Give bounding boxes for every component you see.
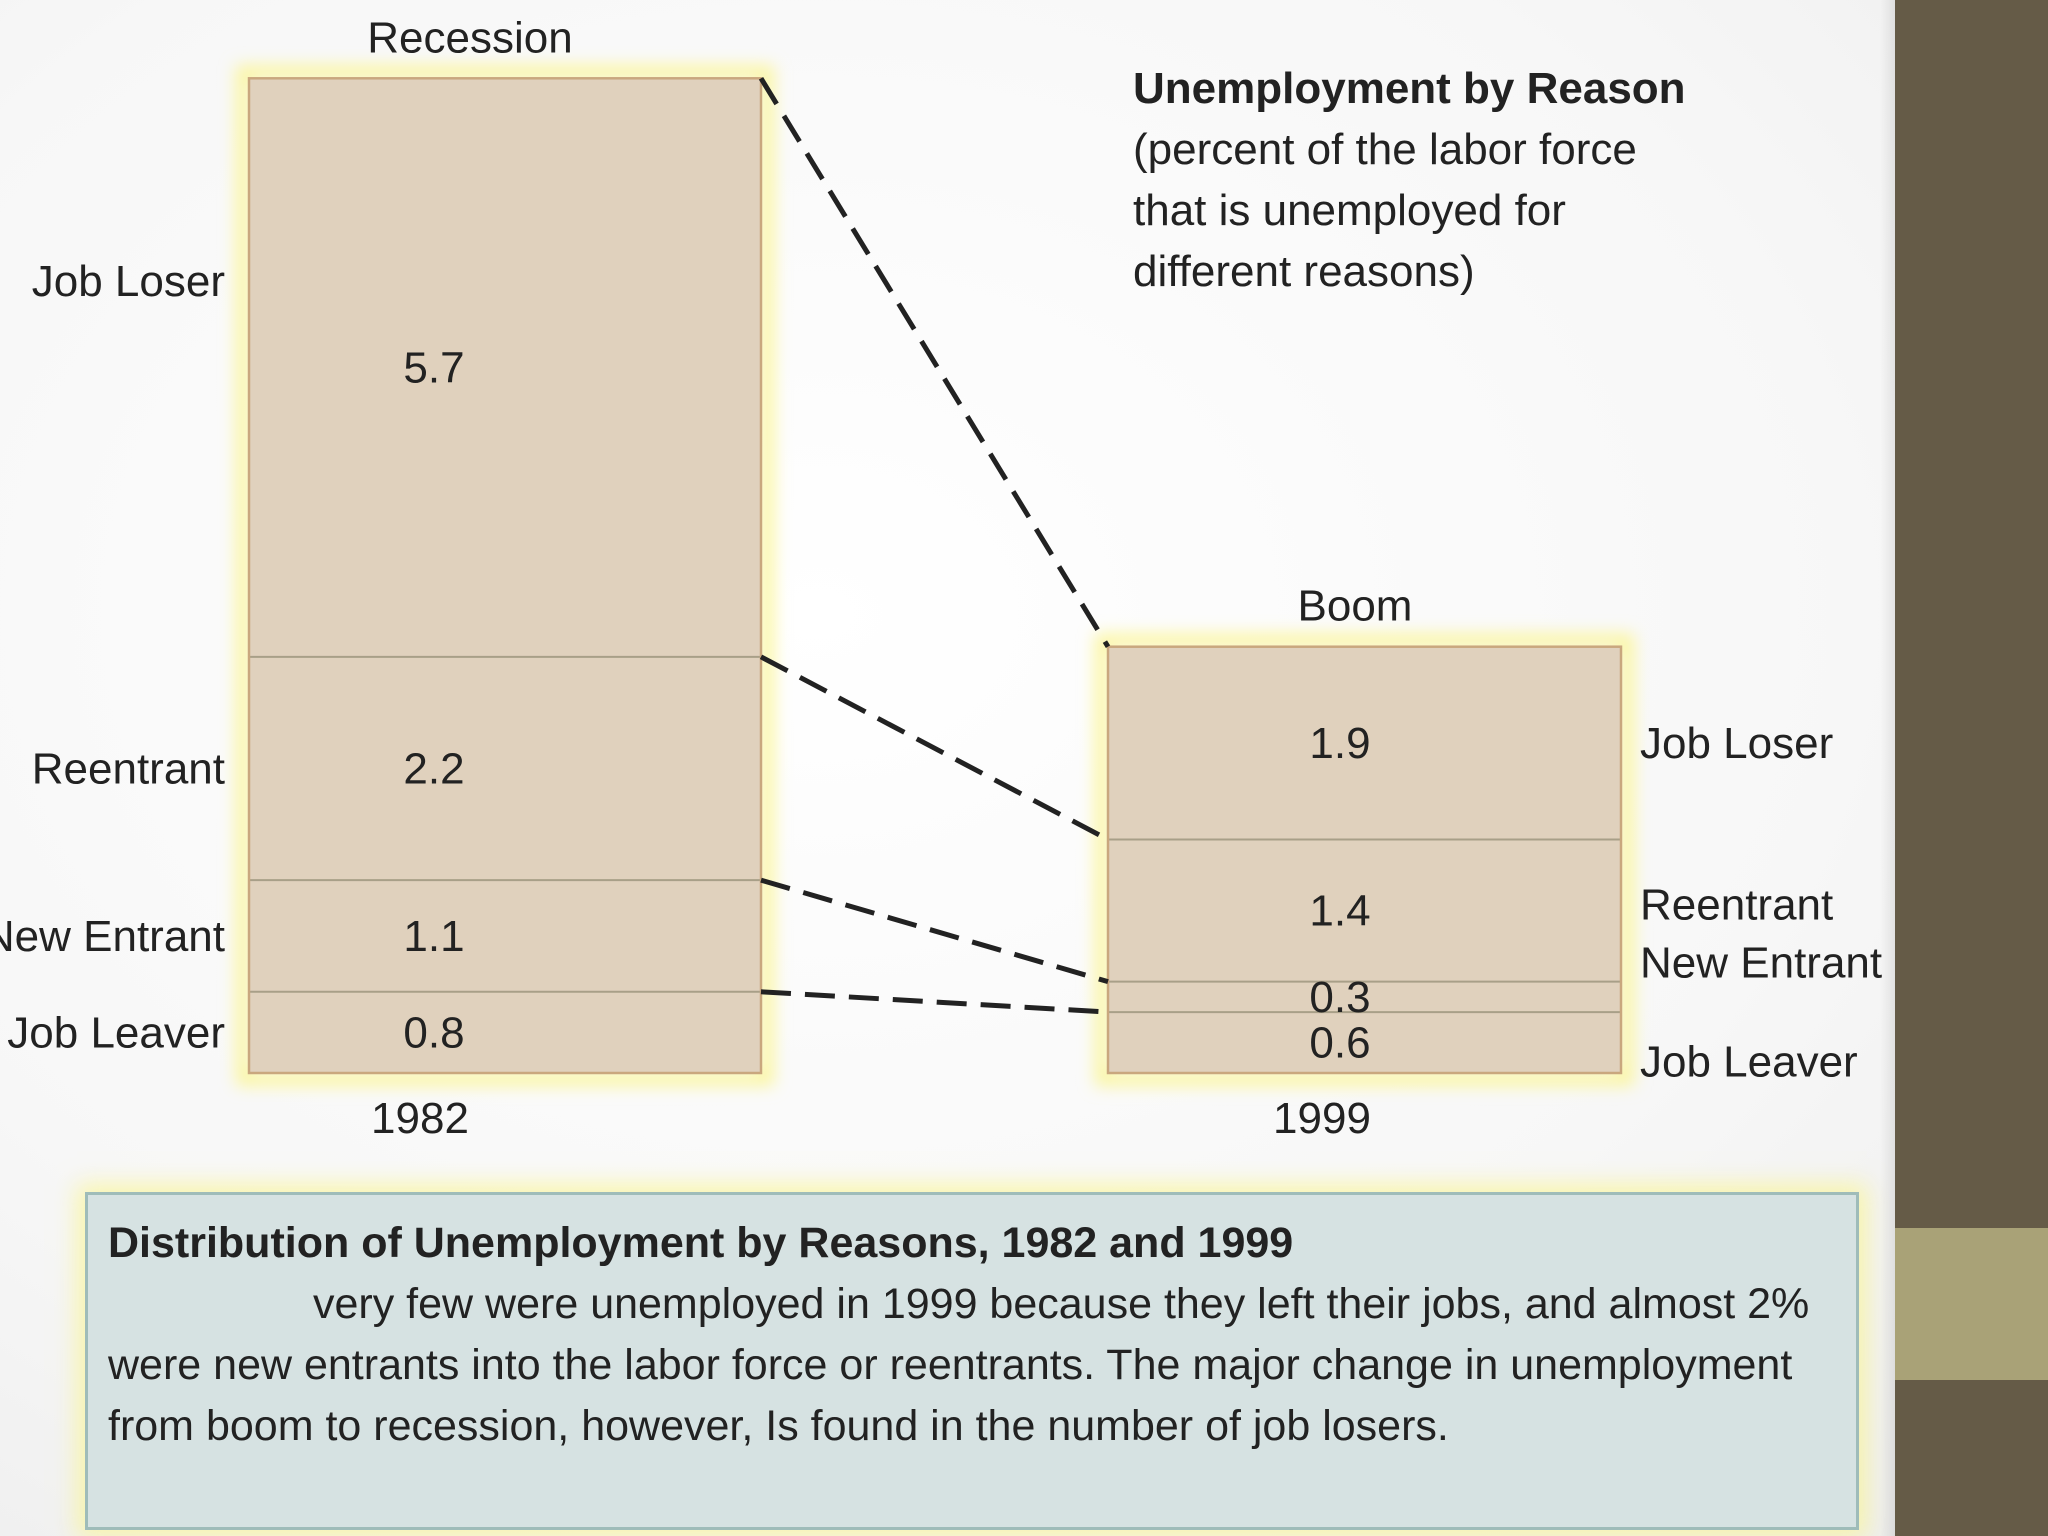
series-label-reentrant-1982: Reentrant [32, 745, 225, 794]
series-label-reentrant-1999: Reentrant [1640, 881, 1833, 930]
bar-glow-1982 [236, 65, 774, 1087]
series-label-job-leaver-1999: Job Leaver [1640, 1038, 1858, 1087]
bar-segment-new-entrant-1982 [249, 880, 761, 992]
bar-outline-1999 [1106, 645, 1623, 1075]
bar-glow-1999 [1095, 633, 1634, 1086]
bar-segment-reentrant-1999 [1108, 839, 1621, 982]
caption-box: Distribution of Unemployment by Reasons,… [85, 1192, 1859, 1530]
series-label-job-loser-1982: Job Loser [32, 257, 225, 306]
chart-subtitle: (percent of the labor force that is unem… [1133, 125, 1637, 296]
data-label: 1.1 [403, 912, 464, 961]
connector-line [758, 76, 1111, 649]
chart-heading: Unemployment by Reason (percent of the l… [1133, 58, 1693, 302]
connector-line [760, 877, 1109, 985]
data-label: 0.6 [1309, 1019, 1370, 1068]
tick-label-1999: 1999 [1273, 1094, 1371, 1143]
connector-line [760, 989, 1109, 1015]
data-label: 5.7 [403, 344, 464, 393]
series-label-new-entrant-1999: New Entrant [1640, 939, 1882, 988]
caption-title: Distribution of Unemployment by Reasons,… [108, 1219, 1294, 1267]
data-label: 0.3 [1309, 973, 1370, 1022]
bar-title-recession: Recession [367, 13, 572, 62]
caption-body: very few were unemployed in 1999 because… [108, 1280, 1810, 1450]
tick-label-1982: 1982 [371, 1094, 469, 1143]
stacked-bar-chart: 5.7 2.2 1.1 0.8 1982 Recession 1.9 1.4 0.30.6 199… [0, 13, 1882, 1143]
bar-outline-1982 [247, 77, 763, 1075]
bar-segment-job-leaver-1999 [1108, 1012, 1621, 1073]
series-label-new-entrant-1982: New Entrant [0, 912, 225, 961]
data-label: 2.2 [403, 745, 464, 794]
series-label-job-loser-1999: Job Loser [1640, 719, 1833, 768]
bar-title-boom: Boom [1298, 582, 1413, 631]
chart-title: Unemployment by Reason [1133, 64, 1686, 113]
data-label: 1.4 [1309, 887, 1370, 936]
series-label-job-leaver-1982: Job Leaver [7, 1008, 225, 1057]
bar-segment-job-loser-1999 [1108, 646, 1621, 840]
bar-segment-new-entrant-1999 [1108, 981, 1621, 1013]
bar-segment-job-loser-1982 [249, 78, 761, 657]
decorative-sidebar-accent [1895, 1228, 2048, 1380]
connector-line [759, 654, 1110, 842]
data-label: 0.8 [403, 1008, 464, 1057]
bar-segment-job-leaver-1982 [249, 991, 761, 1073]
slide-edge-shadow [1880, 0, 1895, 1536]
bar-segment-reentrant-1982 [249, 656, 761, 881]
data-label: 1.9 [1309, 719, 1370, 768]
